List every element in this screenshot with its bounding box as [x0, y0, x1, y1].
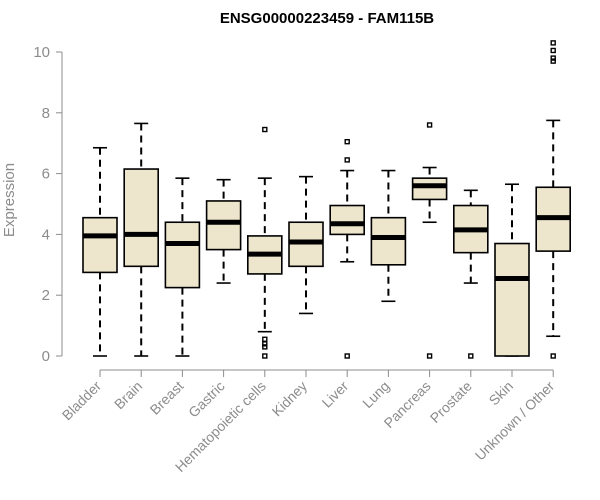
iqr-box	[164, 221, 201, 289]
box-group	[329, 138, 366, 359]
box-group	[535, 40, 572, 359]
y-axis: 0 2 4 6 8 10	[33, 44, 63, 365]
outlier-point	[550, 55, 556, 61]
outlier-point	[262, 336, 268, 342]
outlier-point	[344, 353, 350, 359]
outlier-point	[262, 341, 268, 347]
iqr-box	[411, 177, 448, 201]
outlier-point	[550, 353, 556, 359]
x-category-label: Bladder	[59, 378, 105, 424]
box-group	[82, 146, 118, 357]
y-tick-label: 6	[42, 166, 50, 183]
box-group	[370, 169, 407, 303]
y-tick-label: 10	[33, 44, 50, 61]
plot-area	[82, 40, 572, 359]
box-group	[247, 126, 283, 359]
y-tick-label: 0	[42, 348, 50, 365]
iqr-box	[123, 168, 159, 268]
iqr-box	[370, 216, 407, 266]
outlier-point	[344, 138, 350, 145]
x-category-label: Liver	[319, 378, 352, 411]
y-tick-label: 4	[42, 226, 50, 243]
y-axis-label: Expression	[1, 163, 18, 237]
x-category-label: Skin	[486, 378, 517, 409]
outlier-point	[262, 126, 268, 133]
iqr-box	[494, 242, 530, 357]
outlier-point	[550, 58, 556, 64]
box-group	[205, 178, 242, 284]
box-group	[288, 175, 324, 315]
outlier-point	[262, 344, 268, 350]
box-group	[452, 189, 489, 359]
iqr-box	[329, 204, 366, 236]
box-group	[164, 177, 201, 357]
iqr-box	[205, 200, 242, 251]
y-tick-label: 8	[42, 105, 50, 122]
box-group	[494, 183, 530, 357]
y-tick-label: 2	[42, 287, 50, 304]
x-category-label: Breast	[147, 378, 187, 418]
iqr-box	[82, 216, 118, 274]
box-group	[411, 122, 448, 359]
outlier-point	[262, 353, 268, 359]
outlier-point	[426, 122, 433, 128]
outlier-point	[426, 353, 433, 359]
box-group	[123, 122, 159, 357]
x-category-label: Prostate	[427, 378, 475, 426]
x-category-label: Lung	[359, 378, 392, 411]
outlier-point	[344, 157, 350, 163]
outlier-point	[550, 47, 556, 54]
outlier-point	[550, 40, 556, 46]
x-category-label: Brain	[111, 378, 145, 412]
outlier-point	[468, 353, 474, 359]
chart-title: ENSG00000223459 - FAM115B	[220, 10, 434, 27]
x-category-label: Kidney	[269, 378, 311, 420]
